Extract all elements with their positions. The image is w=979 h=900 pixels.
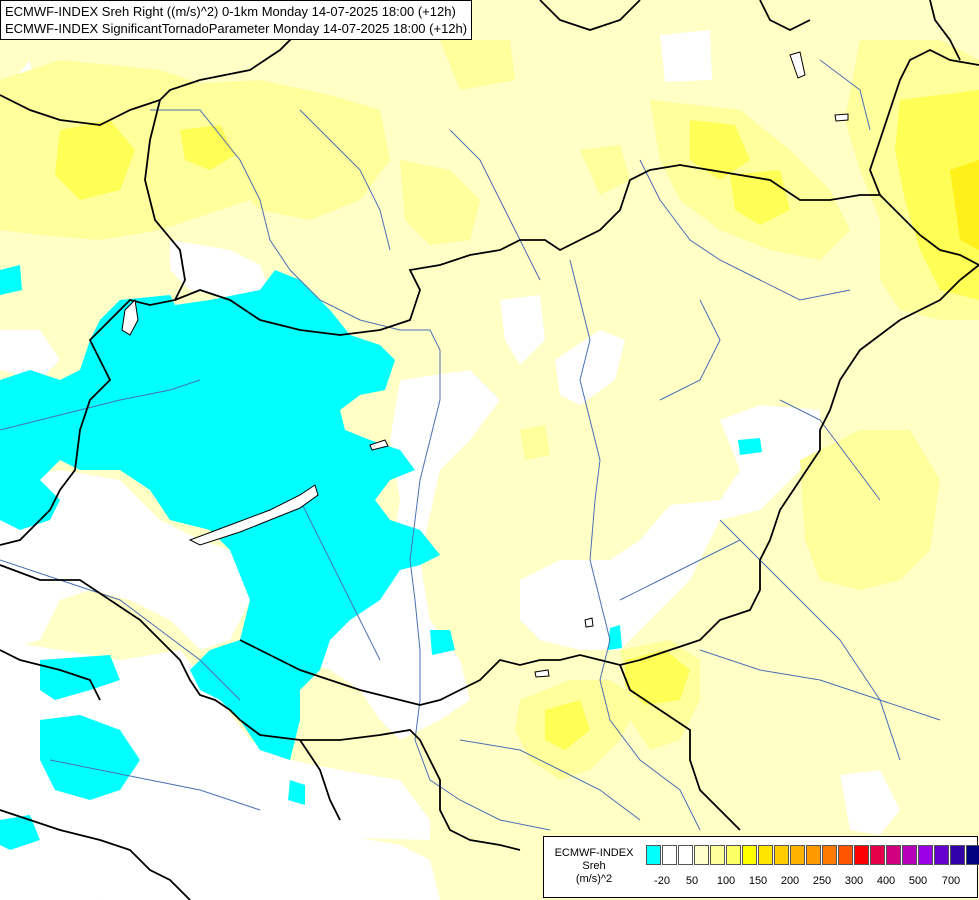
legend-swatch: [854, 845, 869, 865]
legend-swatch: [694, 845, 709, 865]
legend-label: 500: [908, 875, 928, 887]
legend-swatch: [646, 845, 661, 865]
legend-swatch: [934, 845, 949, 865]
legend-swatch: [806, 845, 821, 865]
sreh-field-cyan: [0, 265, 762, 850]
legend-title-line2: Sreh: [582, 860, 606, 872]
legend-label: -20: [654, 875, 670, 887]
rivers: [0, 59, 941, 831]
legend-label: 400: [876, 875, 896, 887]
legend-label: 100: [716, 875, 736, 887]
legend-swatch: [742, 845, 757, 865]
legend-swatch: [966, 845, 979, 865]
legend-label: 150: [748, 875, 768, 887]
legend-swatch: [710, 845, 725, 865]
legend-swatch: [758, 845, 773, 865]
sreh-field-yellow: [55, 90, 979, 750]
legend-swatch: [662, 845, 677, 865]
legend-swatch: [726, 845, 741, 865]
legend-label: 200: [780, 875, 800, 887]
legend-swatch: [918, 845, 933, 865]
legend-label: 700: [941, 875, 961, 887]
legend-swatch: [790, 845, 805, 865]
map-title-box: ECMWF-INDEX Sreh Right ((m/s)^2) 0-1km M…: [0, 0, 473, 40]
legend-swatch: [838, 845, 853, 865]
legend-label: 50: [685, 875, 699, 887]
map-title-line1: ECMWF-INDEX Sreh Right ((m/s)^2) 0-1km M…: [5, 4, 456, 19]
legend-swatch: [822, 845, 837, 865]
legend-swatch: [950, 845, 965, 865]
legend-swatch: [870, 845, 885, 865]
map-title-line2: ECMWF-INDEX SignificantTornadoParameter …: [5, 21, 468, 36]
legend-swatch: [886, 845, 901, 865]
legend-color-bar: [646, 845, 979, 865]
legend-tick-labels: -20 50 100 150 200 250 300 400 500 700: [646, 875, 976, 889]
lakes: [121, 51, 849, 678]
legend-title: ECMWF-INDEX Sreh (m/s)^2: [548, 847, 640, 886]
legend-swatch: [774, 845, 789, 865]
legend-title-line3: (m/s)^2: [575, 873, 613, 885]
legend-swatch: [902, 845, 917, 865]
color-legend: ECMWF-INDEX Sreh (m/s)^2 -20 50 100 150 200 2…: [543, 836, 979, 898]
legend-title-line1: ECMWF-INDEX: [554, 847, 634, 859]
legend-swatch: [678, 845, 693, 865]
legend-label: 300: [844, 875, 864, 887]
sreh-field-bright-yellow: [950, 160, 979, 250]
legend-label: 250: [812, 875, 832, 887]
